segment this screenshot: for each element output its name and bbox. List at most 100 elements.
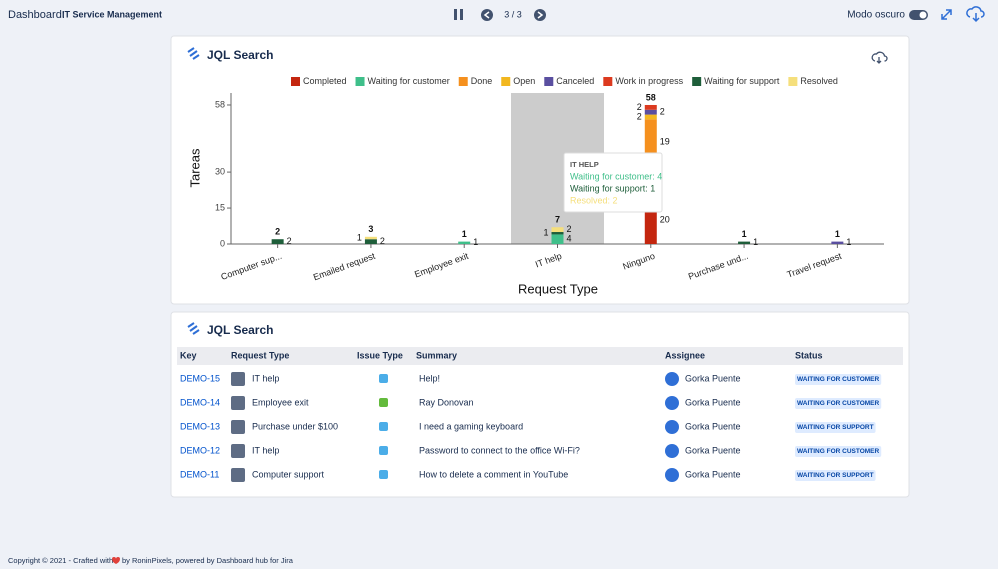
dark-mode-toggle[interactable]	[909, 10, 928, 20]
segment-label: 4	[567, 234, 572, 244]
segment-label: 2	[380, 236, 385, 246]
total-label: 2	[275, 227, 280, 237]
segment-label: 1	[846, 237, 851, 247]
avatar	[665, 444, 679, 458]
prev-button[interactable]	[481, 9, 493, 21]
legend-label: Done	[471, 76, 493, 86]
bar-segment	[738, 241, 751, 244]
status: WAITING FOR SUPPORT	[797, 424, 874, 431]
column-header: Status	[795, 350, 823, 360]
request-type-icon	[231, 372, 245, 386]
dark-mode-label: Modo oscuro	[847, 10, 905, 21]
legend-label: Waiting for customer	[368, 76, 450, 86]
y-axis-label: Tareas	[187, 148, 202, 188]
status: WAITING FOR SUPPORT	[797, 472, 874, 479]
summary: How to delete a comment in YouTube	[419, 469, 568, 479]
segment-label: 2	[637, 102, 642, 112]
request-type: IT help	[252, 373, 279, 383]
legend-label: Work in progress	[615, 76, 683, 86]
tooltip-line: Waiting for support: 1	[570, 183, 655, 193]
assignee: Gorka Puente	[685, 421, 741, 431]
y-tick-label: 0	[220, 238, 225, 248]
jql-icon	[187, 322, 200, 335]
segment-label: 2	[660, 107, 665, 117]
request-type-icon	[231, 396, 245, 410]
request-type: IT help	[252, 445, 279, 455]
request-type-icon	[231, 420, 245, 434]
table-header	[177, 347, 903, 365]
column-header: Assignee	[665, 350, 705, 360]
legend-swatch	[603, 77, 613, 86]
issue-key[interactable]: DEMO-11	[180, 469, 219, 479]
assignee: Gorka Puente	[685, 397, 741, 407]
issue-type-icon	[379, 398, 388, 407]
column-header: Issue Type	[357, 350, 403, 360]
fullscreen-button[interactable]	[941, 9, 952, 20]
y-tick-label: 30	[215, 166, 225, 176]
summary: Password to connect to the office Wi-Fi?	[419, 445, 580, 455]
next-button[interactable]	[534, 9, 546, 21]
tooltip-line: Resolved: 2	[570, 195, 618, 205]
summary: Ray Donovan	[419, 397, 474, 407]
issue-key[interactable]: DEMO-13	[180, 421, 220, 431]
request-type-icon	[231, 468, 245, 482]
avatar	[665, 396, 679, 410]
bar-segment	[551, 227, 564, 233]
legend-swatch	[788, 77, 798, 86]
cloud-download[interactable]	[871, 51, 888, 64]
column-header: Request Type	[231, 350, 289, 360]
pager: 3 / 3	[504, 9, 522, 19]
pause-button[interactable]	[454, 9, 463, 20]
y-tick-label: 58	[215, 99, 225, 109]
request-type: Purchase under $100	[252, 421, 338, 431]
avatar	[665, 372, 679, 386]
segment-label: 2	[637, 111, 642, 121]
legend-label: Resolved	[800, 76, 838, 86]
issue-key[interactable]: DEMO-12	[180, 445, 220, 455]
status-badge	[795, 398, 882, 409]
issue-type-icon	[379, 446, 388, 455]
issue-key[interactable]: DEMO-15	[180, 373, 220, 383]
legend-swatch	[501, 77, 511, 86]
avatar	[665, 468, 679, 482]
total-label: 58	[646, 92, 656, 102]
avatar	[665, 420, 679, 434]
status: WAITING FOR CUSTOMER	[797, 400, 880, 407]
download-button[interactable]	[966, 6, 985, 23]
status-badge	[795, 422, 876, 433]
chart-title: JQL Search	[207, 48, 273, 62]
bar-segment	[551, 234, 564, 244]
issue-key[interactable]: DEMO-14	[180, 397, 220, 407]
request-type-icon	[231, 444, 245, 458]
bar-segment	[644, 104, 657, 110]
table: Key Request Type Issue Type Summary Assignee…	[177, 347, 903, 482]
status-badge	[795, 470, 876, 481]
bar-segment	[644, 109, 657, 115]
status: WAITING FOR CUSTOMER	[797, 448, 880, 455]
assignee: Gorka Puente	[685, 373, 741, 383]
status: WAITING FOR CUSTOMER	[797, 376, 880, 383]
total-label: 1	[462, 229, 467, 239]
legend-label: Completed	[303, 76, 347, 86]
total-label: 3	[368, 224, 373, 234]
summary: I need a gaming keyboard	[419, 421, 523, 431]
table-title: JQL Search	[207, 323, 273, 337]
bar-segment	[644, 114, 657, 120]
issue-type-icon	[379, 422, 388, 431]
segment-label: 1	[357, 232, 362, 242]
segment-label: 2	[567, 224, 572, 234]
legend-swatch	[692, 77, 702, 86]
request-type: Employee exit	[252, 397, 309, 407]
jql-icon	[187, 47, 200, 60]
total-label: 1	[742, 229, 747, 239]
segment-label: 1	[753, 237, 758, 247]
column-header: Summary	[416, 350, 457, 360]
segment-label: 2	[287, 236, 292, 246]
issue-type-icon	[379, 374, 388, 383]
header-label: Dashboard:	[8, 9, 65, 21]
issue-type-icon	[379, 470, 388, 479]
legend-label: Open	[513, 76, 535, 86]
tooltip-line: Waiting for customer: 4	[570, 171, 662, 181]
